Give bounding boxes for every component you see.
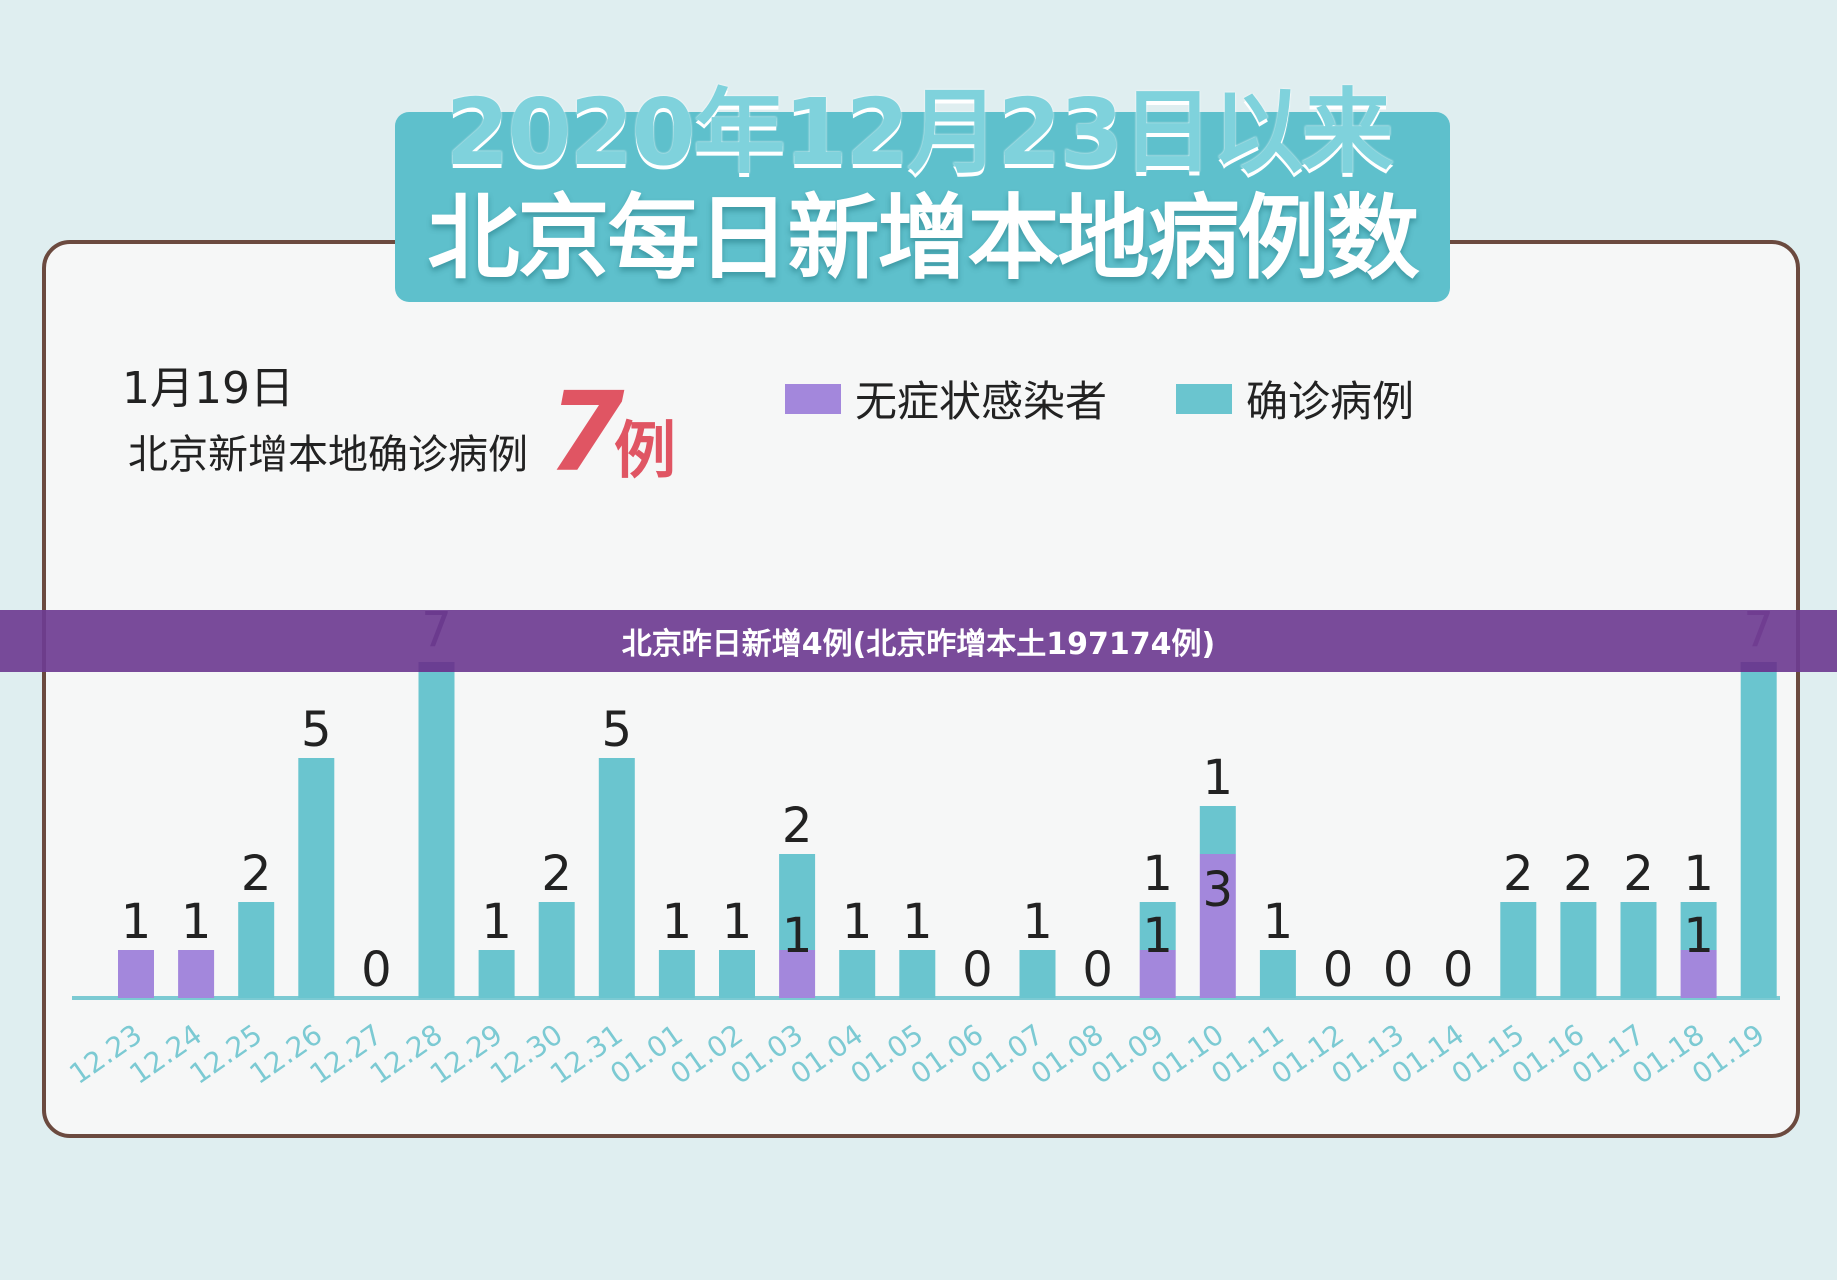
bar-confirmed	[478, 950, 515, 998]
bar-value-label: 1	[481, 894, 512, 950]
bar-asymptomatic	[1139, 950, 1176, 998]
bar-confirmed	[1259, 950, 1296, 998]
bar-value-label: 2	[1563, 846, 1594, 902]
headline-text: 北京昨日新增4例(北京昨增本土197174例)	[621, 627, 1216, 662]
bar-confirmed	[298, 758, 335, 998]
bar-value-label: 5	[301, 702, 332, 758]
bar-value-label: 2	[1503, 846, 1534, 902]
annotation-date: 1月19日	[122, 363, 294, 414]
bar-value-label: 2	[241, 846, 272, 902]
bar-confirmed	[418, 662, 455, 998]
legend-label-asymptomatic: 无症状感染者	[855, 377, 1108, 426]
bar-value-label: 1	[1022, 894, 1053, 950]
bar-value-label: 2	[782, 798, 813, 854]
chart-title-line1: 2020年12月23日以来	[445, 79, 1393, 186]
bar-value-label: 1	[662, 894, 693, 950]
bar-value-label: 1	[842, 894, 873, 950]
bar-confirmed	[1500, 902, 1537, 998]
segment-label: 3	[1203, 862, 1234, 918]
bar-confirmed	[1740, 662, 1777, 998]
bar-confirmed	[238, 902, 275, 998]
bar-confirmed	[839, 950, 876, 998]
bar-confirmed	[658, 950, 695, 998]
bar-asymptomatic	[1199, 854, 1236, 998]
bar-asymptomatic	[118, 950, 154, 998]
segment-label: 1	[1142, 908, 1173, 964]
legend-swatch-confirmed	[1176, 383, 1232, 414]
bar-confirmed	[779, 854, 816, 950]
bar-confirmed	[1680, 902, 1717, 950]
title-box	[395, 112, 1450, 302]
bar-confirmed	[719, 950, 755, 998]
bar-value-label: 1	[1263, 894, 1294, 950]
bar-value-label: 2	[541, 846, 572, 902]
bar-confirmed	[1560, 902, 1597, 998]
bar-value-label: 1	[722, 894, 753, 950]
bar-value-label: 1	[902, 894, 933, 950]
segment-label: 1	[782, 908, 813, 964]
bar-value-label: 1	[181, 894, 212, 950]
bar-confirmed	[1620, 902, 1657, 998]
chart-title-line2: 北京每日新增本地病例数	[427, 185, 1419, 292]
bar-confirmed	[1139, 902, 1176, 950]
bar-value-label: 2	[1623, 846, 1654, 902]
annotation-text: 北京新增本地确诊病例	[128, 432, 528, 478]
bar-confirmed	[899, 950, 936, 998]
annotation-unit: 例	[614, 414, 677, 487]
legend-swatch-asymptomatic	[785, 383, 841, 414]
bar-value-label: 1	[1142, 846, 1173, 902]
bar-value-label: 0	[962, 942, 993, 998]
bar-confirmed	[598, 758, 635, 998]
bar-value-label: 1	[1203, 750, 1234, 806]
bar-value-label: 0	[1443, 942, 1474, 998]
bar-confirmed	[538, 902, 575, 998]
segment-label: 1	[1683, 908, 1714, 964]
bar-confirmed	[1199, 806, 1236, 854]
legend-label-confirmed: 确诊病例	[1246, 377, 1415, 426]
bar-value-label: 0	[1082, 942, 1113, 998]
legend-item-confirmed: 确诊病例	[1176, 368, 1414, 429]
legend-item-asymptomatic: 无症状感染者	[785, 368, 1107, 429]
bar-confirmed	[1019, 950, 1056, 998]
bar-asymptomatic	[779, 950, 816, 998]
bar-value-label: 5	[602, 702, 633, 758]
bar-asymptomatic	[1680, 950, 1717, 998]
bar-asymptomatic	[178, 950, 215, 998]
bar-value-label: 0	[361, 942, 392, 998]
headline-banner: 北京昨日新增4例(北京昨增本土197174例)	[0, 610, 1837, 672]
bar-value-label: 0	[1323, 942, 1354, 998]
bar-value-label: 0	[1383, 942, 1414, 998]
bar-value-label: 1	[121, 894, 152, 950]
bar-value-label: 1	[1683, 846, 1714, 902]
annotation-number: 7	[548, 368, 625, 496]
